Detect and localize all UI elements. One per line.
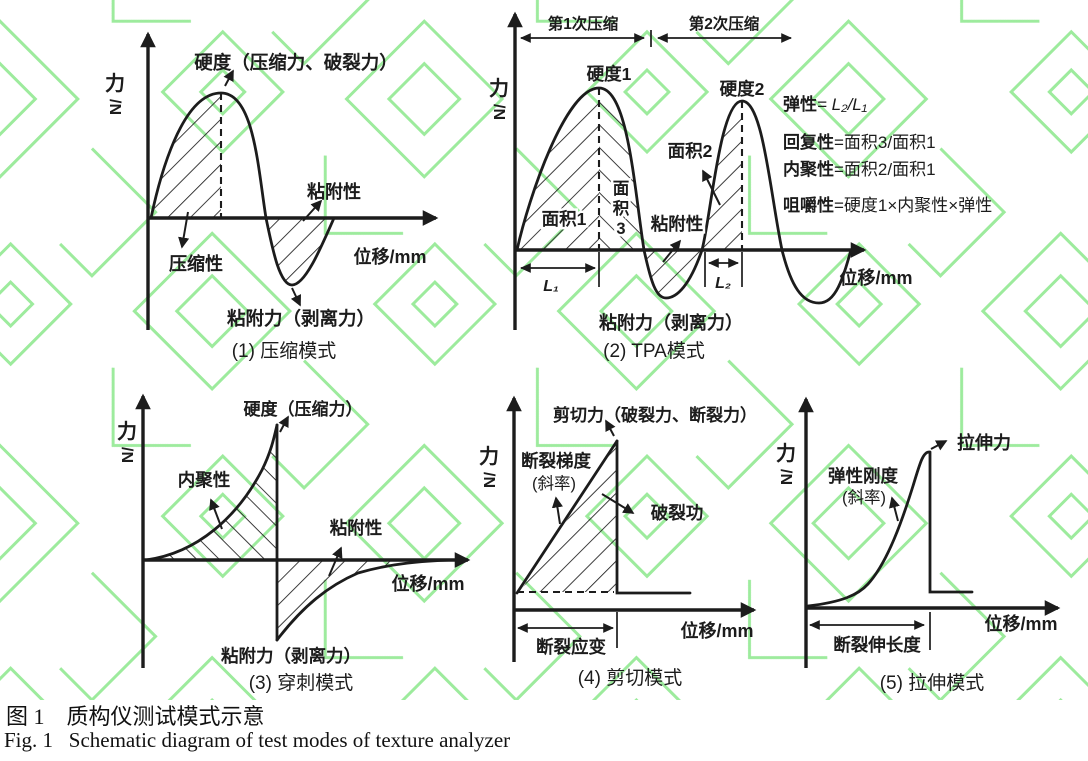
p2-hatch-area3 bbox=[599, 88, 644, 250]
p4-label-shear-force: 剪切力（破裂力、断裂力） bbox=[553, 405, 757, 425]
p4-y-unit: /N bbox=[480, 472, 497, 488]
p5-arrow-tensile bbox=[930, 440, 948, 451]
p1-curve bbox=[149, 91, 336, 287]
p3-y-unit: /N bbox=[118, 447, 135, 463]
p1-x-label: 位移/mm bbox=[353, 246, 426, 267]
p4-y-label: 力 bbox=[479, 445, 499, 468]
p3-label-adhesion-force: 粘附力（剥离力） bbox=[221, 646, 361, 666]
p2-hatch-area2 bbox=[702, 101, 742, 250]
p5-curve bbox=[806, 450, 931, 608]
panel-2-tpa: 力 /N 第1次压缩 第2次压缩 硬度1 硬度2 面积1 面 积 3 面积2 粘… bbox=[489, 11, 992, 362]
p4-title: (4) 剪切模式 bbox=[578, 667, 683, 689]
p3-x-label: 位移/mm bbox=[391, 573, 464, 594]
p5-arrow-stiffness bbox=[888, 496, 900, 522]
p4-label-slope: (斜率) bbox=[532, 474, 576, 493]
p5-label-tensile: 拉伸力 bbox=[957, 432, 1011, 453]
p3-label-hardness: 硬度（压缩力） bbox=[244, 399, 363, 419]
p4-arrow-gradient bbox=[551, 496, 563, 525]
p2-label-adhesion-force: 粘附力（剥离力） bbox=[599, 312, 743, 333]
p2-label-area2: 面积2 bbox=[668, 141, 713, 161]
p2-formula-chewiness: 咀嚼性=硬度1×内聚性×弹性 bbox=[783, 195, 992, 215]
p1-arrow-adhesiveness bbox=[302, 199, 323, 222]
p2-y-label: 力 bbox=[489, 77, 509, 100]
p3-arrow-hardness bbox=[278, 415, 289, 433]
p3-hatch-upper bbox=[146, 425, 277, 560]
figure-caption-en: Fig. 1 Schematic diagram of test modes o… bbox=[4, 728, 511, 752]
p3-curve-lower bbox=[275, 558, 454, 642]
p5-y-unit: /N bbox=[777, 469, 794, 485]
p3-arrow-adhesiveness bbox=[328, 546, 343, 577]
p2-formula-springiness: 弹性= L₂/L₁ bbox=[783, 94, 867, 114]
p1-arrow-hardness bbox=[223, 69, 234, 87]
p2-label-l1: L₁ bbox=[543, 278, 558, 295]
watermark-pattern bbox=[0, 0, 1088, 700]
p2-label-second-compression: 第2次压缩 bbox=[689, 14, 760, 33]
p3-label-cohesiveness: 内聚性 bbox=[178, 470, 231, 490]
p5-title: (5) 拉伸模式 bbox=[880, 672, 985, 694]
p4-drop-line bbox=[615, 439, 692, 595]
p1-label-compressibility: 压缩性 bbox=[169, 253, 223, 274]
p2-label-area3-char3: 3 bbox=[616, 220, 625, 238]
p2-formula-cohesiveness: 内聚性=面积2/面积1 bbox=[783, 159, 936, 179]
p1-arrow-compressibility bbox=[178, 211, 190, 249]
p4-label-work: 破裂功 bbox=[651, 503, 704, 523]
p1-title: (1) 压缩模式 bbox=[232, 340, 337, 362]
p2-label-hardness1: 硬度1 bbox=[587, 64, 632, 84]
p3-title: (3) 穿刺模式 bbox=[249, 672, 354, 694]
panel-3-puncture: 力 /N 硬度（压缩力） 内聚性 粘附性 位移/mm 粘附力（剥离力） (3) … bbox=[117, 393, 471, 694]
p5-label-stiffness: 弹性刚度 bbox=[828, 466, 898, 486]
p5-x-label: 位移/mm bbox=[984, 613, 1057, 634]
p2-arrow-adhesiveness bbox=[662, 239, 682, 263]
p3-curve-upper bbox=[144, 423, 279, 562]
p2-y-unit: /N bbox=[490, 104, 507, 120]
p5-label-elongation: 断裂伸长度 bbox=[833, 635, 921, 655]
p1-hatch-compress bbox=[151, 93, 221, 218]
p2-label-area3-char2: 积 bbox=[613, 199, 630, 218]
p1-y-label: 力 bbox=[105, 72, 125, 95]
p3-y-label: 力 bbox=[117, 420, 137, 443]
p2-title: (2) TPA模式 bbox=[603, 340, 705, 362]
p2-label-l2: L₂ bbox=[715, 275, 731, 292]
p1-arrow-adhesion-force bbox=[290, 287, 302, 307]
p4-label-strain: 断裂应变 bbox=[536, 637, 606, 657]
p4-load-line bbox=[515, 439, 619, 595]
p5-drop-line bbox=[928, 450, 974, 594]
panel-4-shear: 力 /N 剪切力（破裂力、断裂力） 断裂梯度 (斜率) 破裂功 断裂应变 位移/… bbox=[479, 395, 757, 689]
panel-5-tensile: 力 /N 拉伸力 弹性刚度 (斜率) 断裂伸长度 位移/mm (5) 拉伸模式 bbox=[776, 396, 1061, 694]
p2-label-first-compression: 第1次压缩 bbox=[548, 14, 619, 33]
p1-label-adhesion-force: 粘附力（剥离力） bbox=[227, 308, 375, 329]
panel-1-compression: 力 /N 硬度（压缩力、破裂力） 粘附性 压缩性 位移/mm 粘附力（剥离力） … bbox=[105, 31, 439, 362]
p2-label-adhesiveness: 粘附性 bbox=[651, 214, 704, 234]
p1-label-adhesiveness: 粘附性 bbox=[307, 181, 361, 202]
p2-label-hardness2: 硬度2 bbox=[720, 79, 765, 99]
p2-formula-resilience: 回复性=面积3/面积1 bbox=[783, 132, 936, 152]
p1-hatch-adhesion bbox=[266, 218, 334, 285]
p2-label-area3-char1: 面 bbox=[613, 180, 630, 198]
p3-label-adhesiveness: 粘附性 bbox=[330, 518, 383, 538]
p2-label-area1: 面积1 bbox=[542, 209, 587, 229]
figure-caption-zh: 图 1 质构仪测试模式示意 bbox=[6, 704, 265, 729]
p4-x-label: 位移/mm bbox=[680, 620, 753, 641]
p1-y-unit: /N bbox=[106, 99, 123, 115]
p2-hatch-adhesion bbox=[644, 250, 702, 298]
p3-arrow-cohesiveness bbox=[209, 498, 223, 530]
p4-label-gradient: 断裂梯度 bbox=[521, 451, 591, 471]
p4-arrow-shear-force bbox=[605, 419, 616, 437]
p3-hatch-lower bbox=[277, 560, 450, 639]
p5-label-slope: (斜率) bbox=[842, 488, 886, 507]
p2-arrow-area2 bbox=[702, 169, 721, 206]
p4-arrow-work bbox=[601, 493, 635, 514]
p5-y-label: 力 bbox=[776, 442, 796, 465]
p2-x-label: 位移/mm bbox=[839, 267, 912, 288]
p2-hatch-area1 bbox=[517, 88, 599, 250]
p1-label-hardness: 硬度（压缩力、破裂力） bbox=[194, 52, 398, 73]
